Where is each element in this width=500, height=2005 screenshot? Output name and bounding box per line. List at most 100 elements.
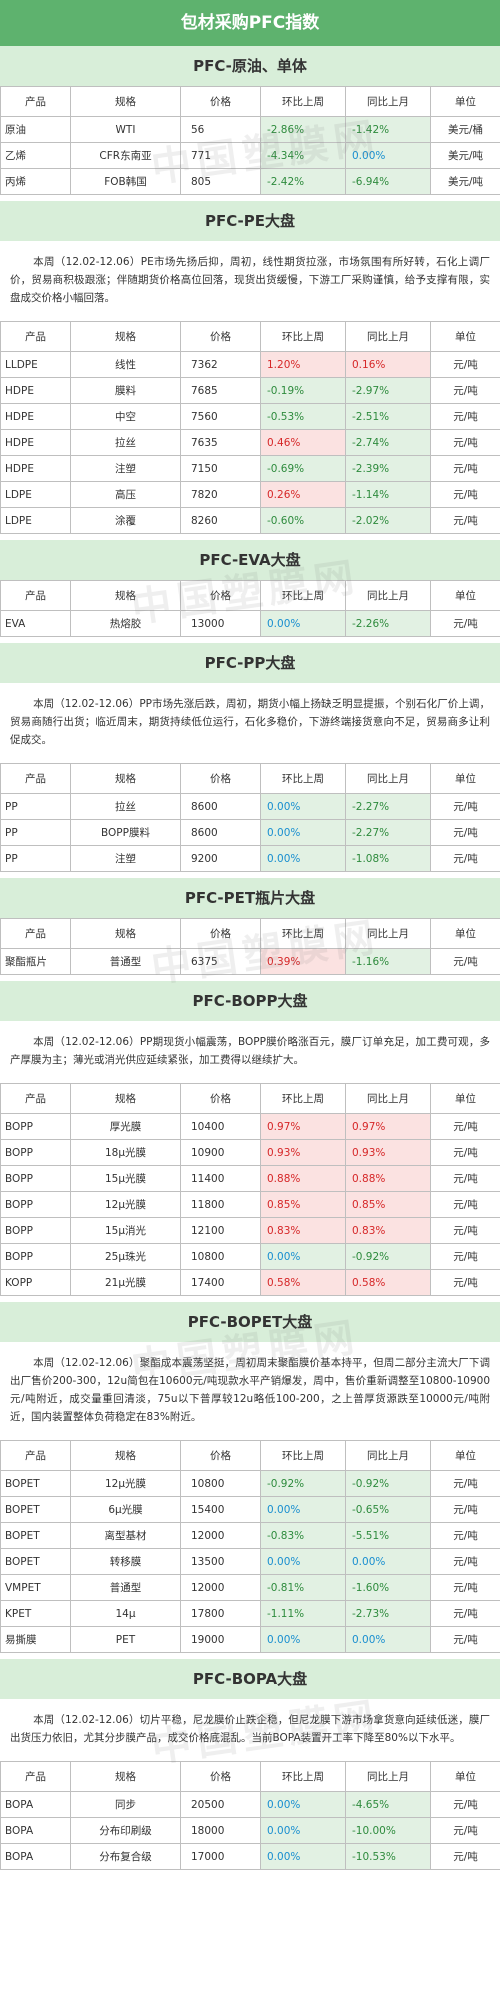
cell-price: 17000 bbox=[180, 1843, 261, 1870]
table-row: BOPP 18μ光膜 10900 0.93% 0.93% 元/吨 bbox=[0, 1139, 500, 1166]
cell-product: VMPET bbox=[0, 1574, 71, 1601]
column-header-spec: 规格 bbox=[70, 321, 181, 352]
column-header-yoy: 同比上月 bbox=[345, 1761, 431, 1792]
cell-mom-change: -0.69% bbox=[260, 455, 346, 482]
cell-yoy-change: -1.42% bbox=[345, 116, 431, 143]
cell-spec: 离型基材 bbox=[70, 1522, 181, 1549]
price-table: 产品 规格 价格 环比上周 同比上月 单位 BOPA 同步 20500 0.00% -4.65% 元/… bbox=[0, 1761, 500, 1870]
column-header-unit: 单位 bbox=[430, 763, 500, 794]
cell-product: HDPE bbox=[0, 403, 71, 430]
cell-mom-change: 0.00% bbox=[260, 1817, 346, 1844]
cell-yoy-change: -5.51% bbox=[345, 1522, 431, 1549]
cell-product: BOPP bbox=[0, 1217, 71, 1244]
cell-product: BOPA bbox=[0, 1843, 71, 1870]
cell-spec: 14μ bbox=[70, 1600, 181, 1627]
cell-unit: 元/吨 bbox=[430, 948, 500, 975]
cell-mom-change: 0.00% bbox=[260, 793, 346, 820]
table-row: PP BOPP膜料 8600 0.00% -2.27% 元/吨 bbox=[0, 819, 500, 846]
cell-product: BOPET bbox=[0, 1470, 71, 1497]
cell-price: 10400 bbox=[180, 1113, 261, 1140]
cell-price: 20500 bbox=[180, 1791, 261, 1818]
table-row: VMPET 普通型 12000 -0.81% -1.60% 元/吨 bbox=[0, 1574, 500, 1601]
table-row: KPET 14μ 17800 -1.11% -2.73% 元/吨 bbox=[0, 1600, 500, 1627]
cell-yoy-change: -2.97% bbox=[345, 377, 431, 404]
cell-product: HDPE bbox=[0, 377, 71, 404]
table-row: BOPA 分布印刷级 18000 0.00% -10.00% 元/吨 bbox=[0, 1817, 500, 1844]
cell-yoy-change: -10.53% bbox=[345, 1843, 431, 1870]
column-header-unit: 单位 bbox=[430, 1440, 500, 1471]
cell-unit: 元/吨 bbox=[430, 403, 500, 430]
cell-product: PP bbox=[0, 819, 71, 846]
cell-price: 7685 bbox=[180, 377, 261, 404]
cell-mom-change: 0.88% bbox=[260, 1165, 346, 1192]
cell-unit: 元/吨 bbox=[430, 1243, 500, 1270]
column-header-unit: 单位 bbox=[430, 918, 500, 949]
cell-price: 11400 bbox=[180, 1165, 261, 1192]
cell-price: 56 bbox=[180, 116, 261, 143]
column-header-mom: 环比上周 bbox=[260, 763, 346, 794]
table-header-row: 产品 规格 价格 环比上周 同比上月 单位 bbox=[0, 86, 500, 117]
column-header-spec: 规格 bbox=[70, 1761, 181, 1792]
cell-unit: 元/吨 bbox=[430, 610, 500, 637]
cell-spec: 高压 bbox=[70, 481, 181, 508]
cell-product: BOPP bbox=[0, 1191, 71, 1218]
cell-mom-change: 0.83% bbox=[260, 1217, 346, 1244]
column-header-yoy: 同比上月 bbox=[345, 918, 431, 949]
table-row: HDPE 拉丝 7635 0.46% -2.74% 元/吨 bbox=[0, 429, 500, 456]
cell-price: 15400 bbox=[180, 1496, 261, 1523]
cell-unit: 元/吨 bbox=[430, 481, 500, 508]
cell-mom-change: -2.42% bbox=[260, 168, 346, 195]
cell-product: BOPP bbox=[0, 1113, 71, 1140]
cell-product: BOPET bbox=[0, 1522, 71, 1549]
cell-yoy-change: 0.97% bbox=[345, 1113, 431, 1140]
cell-mom-change: 0.00% bbox=[260, 845, 346, 872]
cell-mom-change: -2.86% bbox=[260, 116, 346, 143]
section-title: PFC-EVA大盘 bbox=[0, 540, 500, 580]
column-header-mom: 环比上周 bbox=[260, 321, 346, 352]
column-header-unit: 单位 bbox=[430, 86, 500, 117]
cell-unit: 元/吨 bbox=[430, 793, 500, 820]
table-row: BOPP 12μ光膜 11800 0.85% 0.85% 元/吨 bbox=[0, 1191, 500, 1218]
table-row: LLDPE 线性 7362 1.20% 0.16% 元/吨 bbox=[0, 351, 500, 378]
table-row: 原油 WTI 56 -2.86% -1.42% 美元/桶 bbox=[0, 116, 500, 143]
column-header-yoy: 同比上月 bbox=[345, 86, 431, 117]
cell-mom-change: 0.97% bbox=[260, 1113, 346, 1140]
cell-unit: 元/吨 bbox=[430, 1843, 500, 1870]
cell-spec: 热熔胶 bbox=[70, 610, 181, 637]
cell-unit: 元/吨 bbox=[430, 1626, 500, 1653]
cell-price: 17400 bbox=[180, 1269, 261, 1296]
column-header-product: 产品 bbox=[0, 1083, 71, 1114]
cell-spec: 普通型 bbox=[70, 948, 181, 975]
cell-spec: 18μ光膜 bbox=[70, 1139, 181, 1166]
table-header-row: 产品 规格 价格 环比上周 同比上月 单位 bbox=[0, 321, 500, 352]
cell-product: PP bbox=[0, 845, 71, 872]
table-row: BOPET 离型基材 12000 -0.83% -5.51% 元/吨 bbox=[0, 1522, 500, 1549]
cell-yoy-change: 0.83% bbox=[345, 1217, 431, 1244]
cell-yoy-change: -1.14% bbox=[345, 481, 431, 508]
price-table: 产品 规格 价格 环比上周 同比上月 单位 LLDPE 线性 7362 1.20% 0.16% 元/吨… bbox=[0, 321, 500, 534]
table-row: BOPP 厚光膜 10400 0.97% 0.97% 元/吨 bbox=[0, 1113, 500, 1140]
cell-product: BOPA bbox=[0, 1817, 71, 1844]
cell-unit: 元/吨 bbox=[430, 1522, 500, 1549]
cell-yoy-change: 0.16% bbox=[345, 351, 431, 378]
section-title: PFC-BOPA大盘 bbox=[0, 1659, 500, 1699]
cell-yoy-change: -1.16% bbox=[345, 948, 431, 975]
cell-mom-change: -0.19% bbox=[260, 377, 346, 404]
column-header-spec: 规格 bbox=[70, 86, 181, 117]
cell-yoy-change: -10.00% bbox=[345, 1817, 431, 1844]
column-header-price: 价格 bbox=[180, 1440, 261, 1471]
column-header-unit: 单位 bbox=[430, 580, 500, 611]
cell-yoy-change: -4.65% bbox=[345, 1791, 431, 1818]
column-header-spec: 规格 bbox=[70, 580, 181, 611]
cell-price: 12000 bbox=[180, 1522, 261, 1549]
cell-unit: 元/吨 bbox=[430, 819, 500, 846]
price-table: 产品 规格 价格 环比上周 同比上月 单位 EVA 热熔胶 13000 0.00% -2.26% 元/… bbox=[0, 580, 500, 637]
cell-unit: 美元/桶 bbox=[430, 116, 500, 143]
cell-price: 12100 bbox=[180, 1217, 261, 1244]
cell-spec: 15μ光膜 bbox=[70, 1165, 181, 1192]
cell-price: 805 bbox=[180, 168, 261, 195]
cell-spec: PET bbox=[70, 1626, 181, 1653]
cell-price: 8600 bbox=[180, 793, 261, 820]
column-header-mom: 环比上周 bbox=[260, 1083, 346, 1114]
